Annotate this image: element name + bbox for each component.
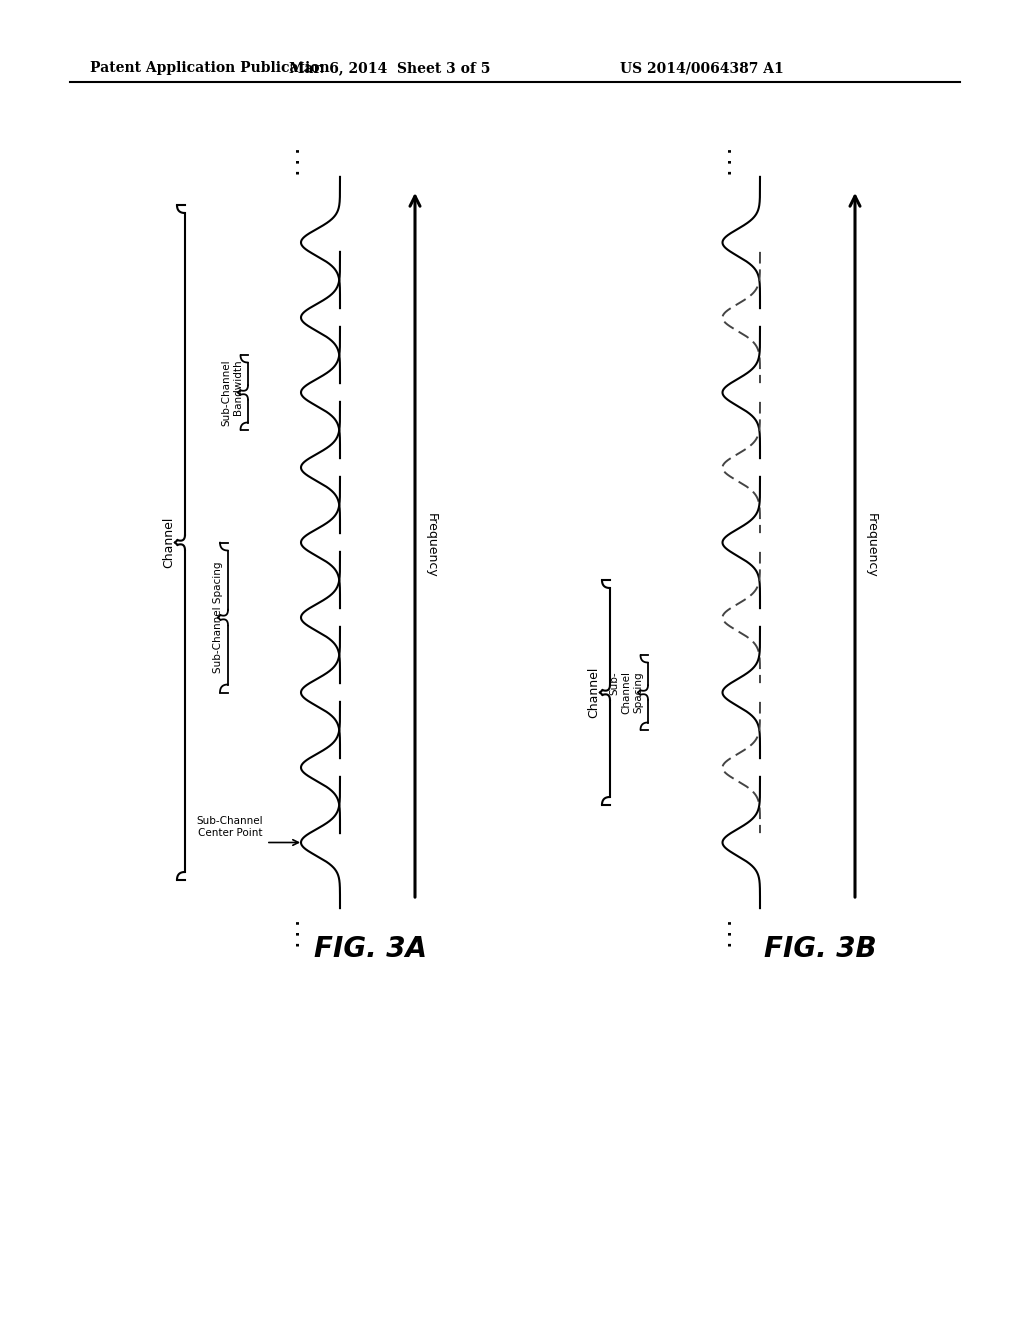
Text: Frequency: Frequency xyxy=(425,512,438,577)
Text: FIG. 3A: FIG. 3A xyxy=(313,935,427,964)
Text: Patent Application Publication: Patent Application Publication xyxy=(90,61,330,75)
Text: Sub-Channel
Center Point: Sub-Channel Center Point xyxy=(197,816,263,837)
Text: US 2014/0064387 A1: US 2014/0064387 A1 xyxy=(620,61,783,75)
Text: FIG. 3B: FIG. 3B xyxy=(764,935,877,964)
Text: . . .: . . . xyxy=(288,148,302,176)
Text: Channel: Channel xyxy=(163,517,175,568)
Text: . . .: . . . xyxy=(288,920,302,948)
Text: . . .: . . . xyxy=(721,148,735,176)
Text: Mar. 6, 2014  Sheet 3 of 5: Mar. 6, 2014 Sheet 3 of 5 xyxy=(290,61,490,75)
Text: Channel: Channel xyxy=(588,667,600,718)
Text: . . .: . . . xyxy=(721,920,735,948)
Text: Sub-Channel
Bandwidth: Sub-Channel Bandwidth xyxy=(221,359,243,426)
Text: Sub-
Channel
Spacing: Sub- Channel Spacing xyxy=(610,671,643,714)
Text: Sub-Channel Spacing: Sub-Channel Spacing xyxy=(213,562,223,673)
Text: Frequency: Frequency xyxy=(865,512,878,577)
